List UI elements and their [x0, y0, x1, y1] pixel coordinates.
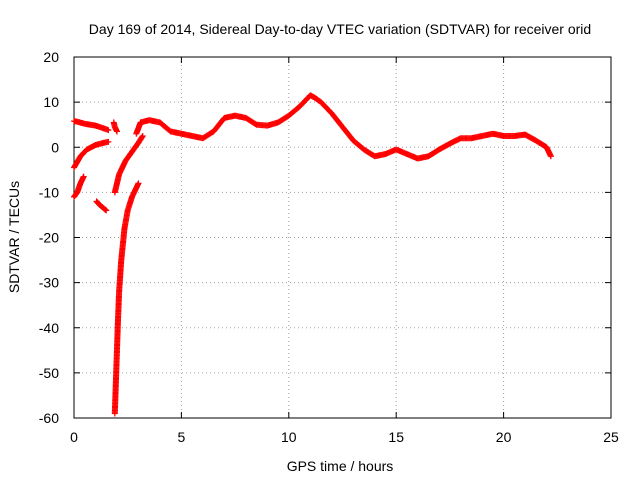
y-tick-label: 20: [43, 49, 59, 65]
data-point-marker: [135, 180, 142, 187]
y-tick-label: -60: [39, 410, 59, 426]
data-point-marker: [103, 207, 110, 214]
y-tick-label: -30: [39, 275, 59, 291]
y-tick-label: 10: [43, 94, 59, 110]
x-tick-label: 10: [281, 429, 297, 445]
series-segment: [71, 138, 112, 171]
grid: [74, 57, 611, 418]
y-axis-label: SDTVAR / TECUs: [6, 181, 22, 293]
x-tick-label: 20: [496, 429, 512, 445]
data-point-marker: [105, 138, 112, 145]
x-tick-label: 25: [603, 429, 619, 445]
data-point-marker: [547, 153, 554, 160]
series-segment: [71, 118, 112, 134]
x-tick-label: 15: [388, 429, 404, 445]
y-tick-label: -50: [39, 365, 59, 381]
data-point-marker: [113, 128, 120, 135]
data-point-marker: [139, 132, 146, 139]
data-point-marker: [105, 127, 112, 134]
series-segment: [71, 173, 87, 200]
y-tick-label: 0: [51, 139, 59, 155]
series-segment: [93, 198, 110, 214]
tick-labels: 0 5 10 15 20 25 -60 -50 -40 -30 -20 -10 0 10 20: [39, 49, 619, 445]
series-segment: [111, 132, 146, 196]
x-tick-label: 0: [70, 429, 78, 445]
series-segment: [110, 119, 120, 135]
data-points: [71, 92, 554, 417]
y-tick-label: -20: [39, 230, 59, 246]
data-point-marker: [139, 133, 146, 140]
chart-title: Day 169 of 2014, Sidereal Day-to-day VTE…: [89, 21, 591, 37]
series-segment: [133, 92, 554, 162]
series-segment: [111, 180, 142, 417]
x-axis-label: GPS time / hours: [287, 458, 394, 474]
y-tick-label: -10: [39, 184, 59, 200]
y-tick-label: -40: [39, 320, 59, 336]
data-point-marker: [80, 173, 87, 180]
data-point-marker: [102, 206, 109, 213]
x-tick-label: 5: [178, 429, 186, 445]
